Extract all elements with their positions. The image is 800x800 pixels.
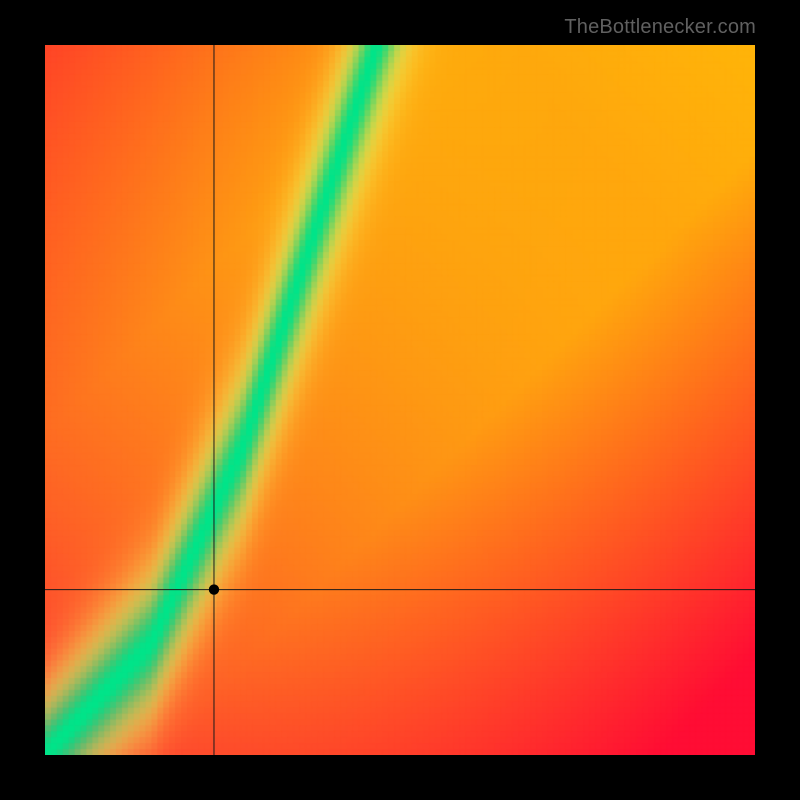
bottleneck-heatmap (45, 45, 755, 755)
chart-container: TheBottlenecker.com (0, 0, 800, 800)
watermark-text: TheBottlenecker.com (564, 16, 756, 39)
